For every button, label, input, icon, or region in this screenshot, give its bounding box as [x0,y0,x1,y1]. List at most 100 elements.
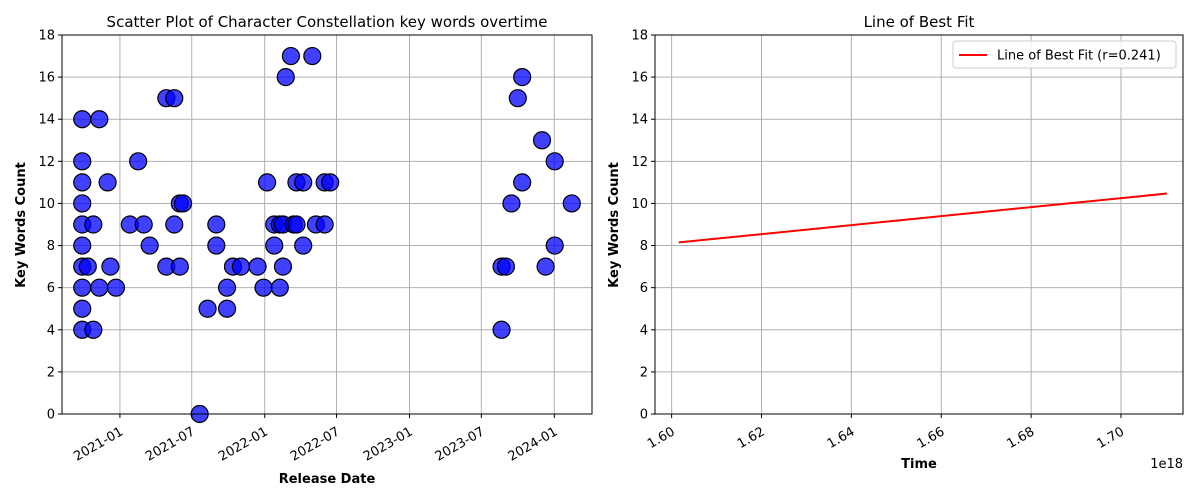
scatter-point [276,68,295,87]
scatter-point [492,320,511,339]
scatter-point [98,173,117,192]
scatter-points [73,46,581,424]
scatter-point [502,194,521,213]
best-fit-panel: 1.60 1.62 1.64 1.66 1.68 1.70 0 2 4 6 8 10 12 14 16 18… [607,13,1184,472]
best-fit-x-ticks: 1.60 1.62 1.64 1.66 1.68 1.70 [645,414,1127,452]
scatter-y-tick-label: 8 [47,239,55,254]
scatter-y-tick-label: 0 [47,408,55,423]
scatter-point [73,173,92,192]
scatter-y-tick-label: 2 [47,365,55,380]
scatter-point [273,257,293,276]
best-fit-y-ticks: 0 2 4 6 8 10 12 14 16 18 [631,29,655,423]
scatter-point [321,173,340,192]
scatter-panel: 2021-01 2021-07 2022-01 2022-07 2023-01 2023-… [14,13,593,487]
scatter-point [90,278,109,297]
scatter-point [207,236,226,255]
scatter-point [73,299,92,318]
best-fit-x-tick-label: 1.70 [1094,424,1127,451]
scatter-point [287,215,306,234]
scatter-point [532,131,552,150]
scatter-point [134,215,153,234]
scatter-point [165,89,184,108]
scatter-point [217,278,237,297]
legend-label: Line of Best Fit (r=0.241) [997,49,1161,64]
scatter-point [231,257,251,276]
scatter-point [198,299,217,318]
scatter-point [73,152,92,171]
best-fit-y-tick-label: 14 [631,113,648,128]
scatter-point [170,257,189,276]
best-fit-y-tick-label: 8 [640,239,648,254]
scatter-y-tick-label: 12 [38,155,55,170]
best-fit-x-tick-label: 1.68 [1005,424,1038,451]
scatter-point [248,257,267,276]
scatter-point [270,278,289,297]
scatter-point [73,236,92,255]
best-fit-line [678,192,1167,244]
scatter-point [281,46,300,66]
scatter-point [513,68,532,87]
scatter-y-tick-label: 14 [38,113,55,128]
best-fit-axes-frame [654,34,1184,415]
scatter-point [165,215,184,234]
scatter-point [84,215,103,234]
scatter-point [536,257,555,276]
scatter-point [496,257,516,276]
scatter-y-tick-label: 6 [47,281,55,296]
scatter-point [545,152,564,171]
scatter-point [513,173,532,192]
best-fit-y-axis-label: Key Words Count [607,162,622,288]
best-fit-lines [678,192,1167,244]
best-fit-x-tick-label: 1.64 [825,424,858,451]
scatter-x-axis-label: Release Date [279,472,376,487]
scatter-point [129,152,148,171]
scatter-point [508,89,527,108]
scatter-point [73,194,92,213]
scatter-y-axis-label: Key Words Count [14,162,29,288]
scatter-point [140,236,159,255]
scatter-point [73,278,92,297]
best-fit-gridlines [655,34,1183,415]
scatter-title: Scatter Plot of Character Constellation … [107,13,548,31]
scatter-axes-frame [61,34,593,415]
best-fit-x-tick-label: 1.62 [735,424,768,451]
scatter-point [78,257,97,276]
scatter-point [207,215,226,234]
best-fit-legend: Line of Best Fit (r=0.241) [952,40,1177,69]
best-fit-y-tick-label: 6 [640,281,648,296]
scatter-point [217,299,237,318]
scatter-point [254,278,273,297]
best-fit-y-tick-label: 4 [640,323,648,338]
scatter-point [315,215,334,234]
scatter-y-tick-label: 4 [47,323,55,338]
scatter-point [84,320,103,339]
best-fit-y-tick-label: 10 [631,197,648,212]
scatter-point [303,46,322,66]
scatter-point [294,236,313,255]
best-fit-x-axis-label: Time [901,457,937,472]
best-fit-y-tick-label: 12 [631,155,648,170]
scatter-y-tick-label: 10 [38,197,55,212]
scatter-point [173,194,193,213]
scatter-point [294,173,313,192]
best-fit-y-tick-label: 2 [640,365,648,380]
scatter-point [101,257,120,276]
scatter-y-ticks: 0 2 4 6 8 10 12 14 16 18 [38,29,62,423]
best-fit-x-offset-label: 1e18 [1150,457,1183,472]
scatter-point [545,236,564,255]
best-fit-y-tick-label: 0 [640,408,648,423]
best-fit-x-tick-label: 1.66 [915,424,948,451]
best-fit-x-tick-label: 1.60 [645,424,678,451]
scatter-y-tick-label: 18 [38,29,55,44]
scatter-point [265,236,284,255]
scatter-point [562,194,581,213]
best-fit-y-tick-label: 18 [631,29,648,44]
best-fit-title: Line of Best Fit [864,13,975,31]
scatter-point [106,278,126,297]
legend-box [952,40,1177,69]
scatter-point [73,110,92,129]
scatter-y-tick-label: 16 [38,71,55,86]
best-fit-y-tick-label: 16 [631,71,648,86]
scatter-point [90,110,109,129]
